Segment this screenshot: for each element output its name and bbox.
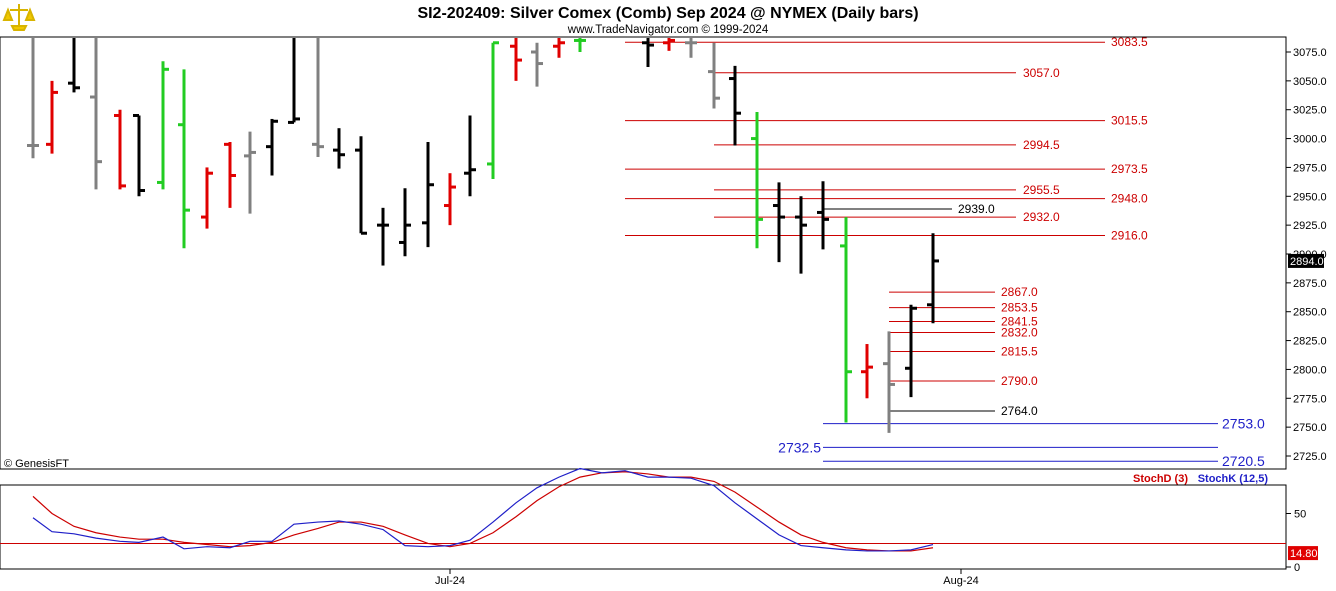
date-tick-label: Jul-24 (435, 575, 465, 587)
ohlc-bar (553, 38, 565, 58)
price-tick-label: 3025.0 (1293, 105, 1327, 117)
chart-title: SI2-202409: Silver Comex (Comb) Sep 2024… (417, 5, 918, 22)
level-label: 2973.5 (1111, 162, 1148, 176)
levels-layer: 3083.5 3057.0 3015.5 2994.5 2973.5 2955.5 2948… (625, 35, 1265, 469)
ohlc-bar (288, 38, 300, 124)
stochastic-layer: 50 0 14.80 (0, 467, 1318, 574)
ohlc-bar (751, 112, 763, 249)
level-label: 2955.5 (1023, 183, 1060, 197)
ohlc-bar (817, 181, 829, 250)
level-label: 2853.5 (1001, 301, 1038, 315)
ohlc-bar (905, 304, 917, 398)
ohlc-bar (422, 142, 434, 248)
ohlc-bar (840, 217, 852, 423)
level-label: 2994.5 (1023, 138, 1060, 152)
price-tick-label: 3075.0 (1293, 47, 1327, 59)
ohlc-bar (883, 331, 895, 433)
price-tick-label: 2925.0 (1293, 220, 1327, 232)
ohlc-bar (685, 38, 697, 58)
bars-layer (27, 38, 939, 433)
stoch-tick-label: 50 (1294, 509, 1306, 521)
level-label: 2867.0 (1001, 285, 1038, 299)
level-label: 2832.0 (1001, 325, 1038, 339)
level-label: 3083.5 (1111, 35, 1148, 49)
stoch-tick-label: 0 (1294, 562, 1300, 574)
ohlc-bar (114, 109, 126, 190)
price-tick-label: 2825.0 (1293, 336, 1327, 348)
level-label: 2790.0 (1001, 374, 1038, 388)
level-label: 2764.0 (1001, 404, 1038, 418)
last-price-label: 2894.0 (1290, 256, 1324, 268)
stoch-d-legend: StochD (3) (1133, 473, 1188, 485)
ohlc-bar (444, 173, 456, 226)
last-price-box (1288, 253, 1324, 268)
stoch-d-line (32, 471, 934, 552)
ohlc-bar (201, 167, 213, 229)
ohlc-bar (487, 41, 499, 179)
ohlc-bar (399, 188, 411, 257)
stoch-k-line (32, 467, 934, 552)
blue-level-label: 2753.0 (1222, 416, 1265, 432)
ohlc-bar (133, 113, 145, 197)
stoch-k-legend: StochK (12,5) (1198, 473, 1269, 485)
price-tick-label: 2950.0 (1293, 191, 1327, 203)
stoch-last-label: 14.80 (1290, 548, 1318, 560)
ohlc-bar (333, 128, 345, 169)
price-tick-label: 2875.0 (1293, 278, 1327, 290)
ohlc-bar (178, 69, 190, 249)
copyright-label: © GenesisFT (4, 458, 69, 470)
ohlc-bar (224, 142, 236, 208)
ohlc-bar (708, 42, 720, 109)
chart-subtitle: www.TradeNavigator.com © 1999-2024 (567, 24, 769, 36)
price-axis: 3075.0 3050.0 3025.0 3000.0 2975.0 2950.0 2925… (1285, 37, 1327, 469)
ohlc-bar (244, 131, 256, 214)
price-tick-label: 2975.0 (1293, 162, 1327, 174)
ohlc-bar (266, 118, 278, 176)
stochastic-panel (0, 484, 1287, 570)
ohlc-bar (861, 344, 873, 399)
ohlc-bar (90, 38, 102, 190)
level-label: 2815.5 (1001, 345, 1038, 359)
ohlc-bar (312, 38, 324, 158)
date-tick-label: Aug-24 (943, 575, 978, 587)
price-tick-label: 2775.0 (1293, 393, 1327, 405)
level-label: 2916.0 (1111, 229, 1148, 243)
stoch-last-box (1288, 546, 1318, 561)
trade-navigator-logo-icon (2, 2, 36, 32)
ohlc-bar (157, 61, 169, 190)
ohlc-bar (642, 38, 654, 68)
price-tick-label: 2850.0 (1293, 307, 1327, 319)
ohlc-bar (68, 38, 80, 93)
main-panel (0, 36, 1287, 470)
ohlc-bar (510, 38, 522, 81)
price-tick-label: 3050.0 (1293, 76, 1327, 88)
ohlc-bar (927, 233, 939, 324)
ohlc-bar (377, 207, 389, 266)
ohlc-bar (795, 196, 807, 274)
level-label: 2939.0 (958, 202, 995, 216)
level-label: 3015.5 (1111, 114, 1148, 128)
level-label: 2841.5 (1001, 315, 1038, 329)
blue-level-label: 2720.5 (1222, 453, 1265, 469)
price-tick-label: 3000.0 (1293, 134, 1327, 146)
level-label: 2948.0 (1111, 192, 1148, 206)
price-tick-label: 2750.0 (1293, 422, 1327, 434)
ohlc-bar (355, 136, 367, 235)
price-tick-label: 2800.0 (1293, 364, 1327, 376)
ohlc-bar (729, 65, 741, 146)
ohlc-bar (574, 38, 586, 52)
ohlc-bar (663, 38, 675, 51)
ohlc-bar (531, 42, 543, 87)
ohlc-bar (773, 182, 785, 263)
level-label: 2932.0 (1023, 210, 1060, 224)
blue-level-label: 2732.5 (778, 439, 821, 455)
level-label: 3057.0 (1023, 66, 1060, 80)
date-axis: Jul-24 Aug-24 (435, 569, 979, 587)
ohlc-bar (464, 115, 476, 197)
ohlc-bar (27, 38, 39, 159)
ohlc-bar (46, 80, 58, 154)
price-tick-label: 2725.0 (1293, 451, 1327, 463)
